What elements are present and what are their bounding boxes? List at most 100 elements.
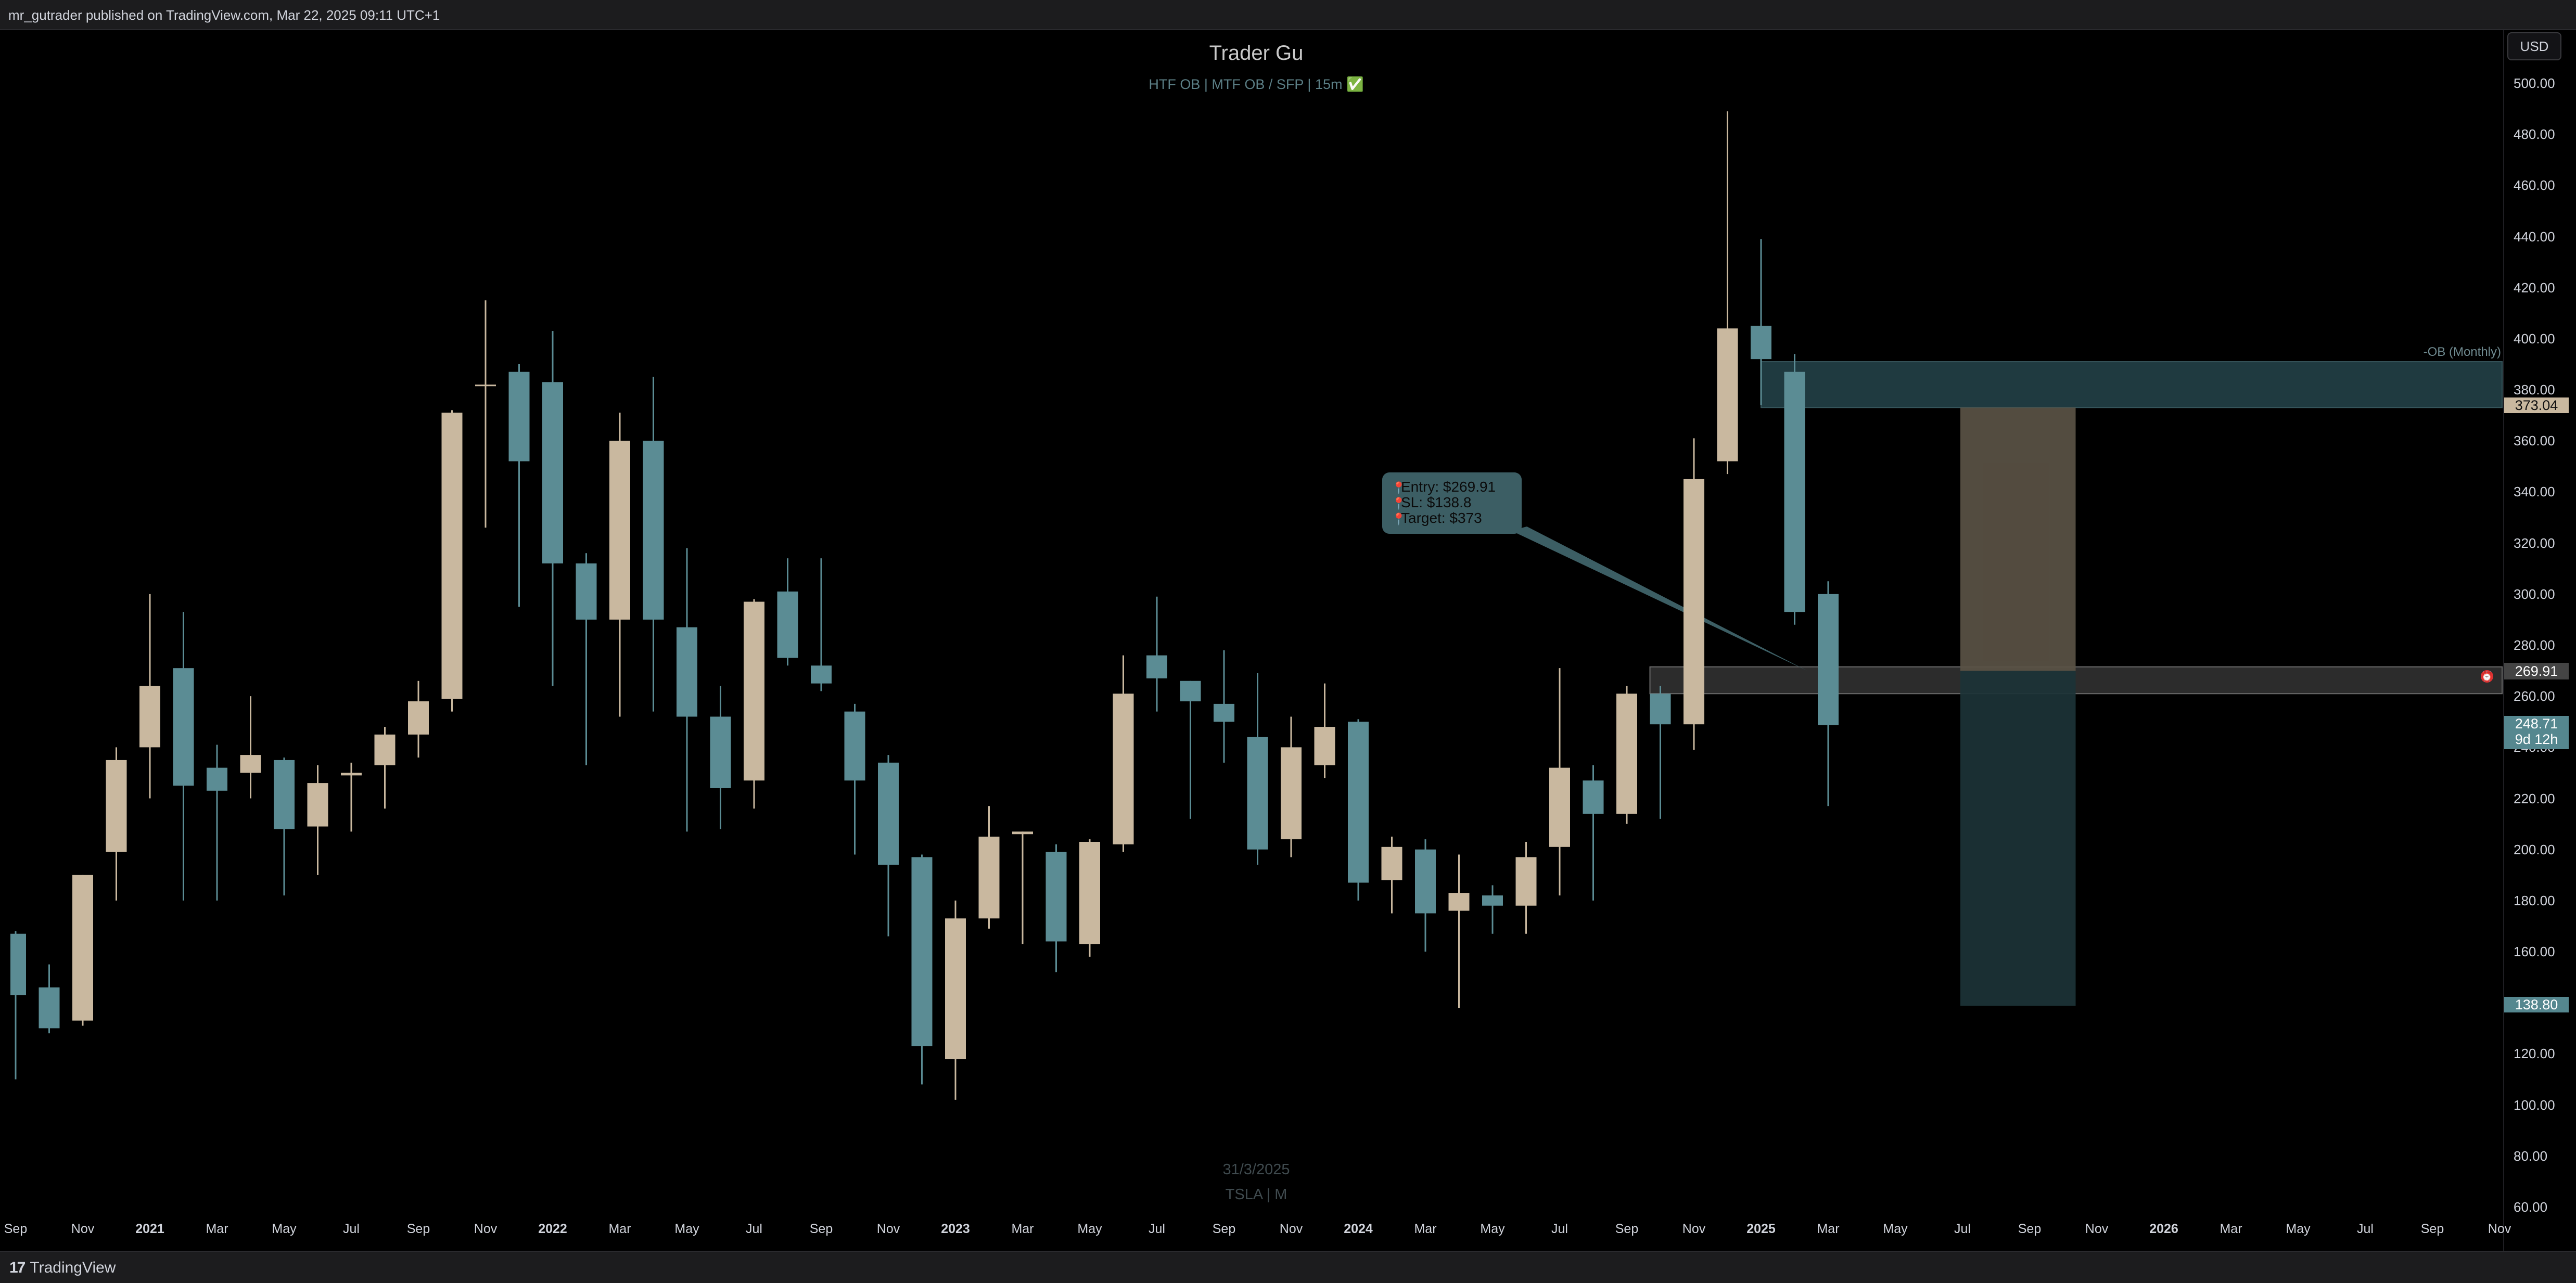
callout-target: Target: $373: [1401, 510, 1482, 526]
candle-body: [1146, 655, 1167, 678]
candle-body: [811, 665, 832, 684]
time-tick-label: 2025: [1746, 1222, 1776, 1236]
candle-body: [1684, 479, 1704, 725]
price-tick-label: 120.00: [2514, 1046, 2555, 1062]
candle-body: [39, 987, 60, 1029]
candle-body: [1482, 895, 1503, 906]
chart-area[interactable]: [5, 30, 2503, 1251]
chart-title: Trader Gu: [1209, 42, 1304, 65]
time-tick-label: May: [1883, 1222, 1908, 1236]
price-tick-label: 160.00: [2514, 944, 2555, 960]
price-tick-label: 200.00: [2514, 841, 2555, 857]
callout-sl: SL: $138.8: [1401, 494, 1472, 510]
time-tick-label: Jul: [1954, 1222, 1971, 1236]
candle-body: [1549, 767, 1570, 847]
callout-pointer: [1511, 527, 1807, 671]
tradingview-logo-icon: 17: [9, 1259, 25, 1276]
candle-body: [173, 668, 194, 786]
time-tick-label: 2024: [1344, 1222, 1373, 1236]
candle-body: [777, 591, 798, 658]
candle-body: [1113, 694, 1134, 844]
candle-body: [1045, 852, 1067, 942]
time-tick-label: 2022: [538, 1222, 567, 1236]
time-tick-label: Mar: [206, 1222, 228, 1236]
alert-icon[interactable]: ⏰: [2481, 670, 2493, 683]
time-tick-label: Mar: [608, 1222, 631, 1236]
candle-body: [844, 711, 865, 781]
price-tick-label: 500.00: [2514, 75, 2555, 91]
candle-body: [106, 760, 127, 852]
price-tag-target: 373.04: [2504, 397, 2569, 413]
time-tick-label: Nov: [2488, 1222, 2511, 1236]
candle-body: [307, 783, 328, 827]
candle-body: [1079, 842, 1100, 944]
tradingview-brand[interactable]: 17 TradingView: [9, 1259, 116, 1277]
candle-body: [508, 371, 530, 461]
candle-body: [744, 601, 764, 781]
pin-icon: 📍: [1392, 497, 1406, 510]
candlestick-chart[interactable]: [5, 30, 2503, 1251]
brand-name: TradingView: [30, 1259, 116, 1276]
time-tick-label: Sep: [2420, 1222, 2444, 1236]
candle-body: [72, 875, 93, 1021]
candle-body: [1281, 747, 1302, 840]
price-tick-label: 480.00: [2514, 126, 2555, 143]
publisher-bar: mr_gutrader published on TradingView.com…: [0, 0, 2576, 30]
callout-entry: Entry: $269.91: [1401, 479, 1496, 495]
pin-icon: 📍: [1392, 481, 1406, 494]
time-tick-label: Sep: [1212, 1222, 1236, 1236]
time-tick-label: Sep: [809, 1222, 833, 1236]
ob-zone: [1761, 361, 2503, 408]
time-tick-label: May: [272, 1222, 297, 1236]
chart-subtitle: HTF OB | MTF OB / SFP | 15m ✅: [1149, 76, 1364, 92]
price-tick-label: 460.00: [2514, 177, 2555, 194]
time-tick-label: Nov: [1682, 1222, 1706, 1236]
candle-body: [341, 773, 362, 776]
price-tick-label: 420.00: [2514, 279, 2555, 296]
time-tick-label: 2026: [2149, 1222, 2178, 1236]
candle-body: [1448, 893, 1470, 911]
candle-body: [710, 716, 731, 788]
time-tick-label: May: [1077, 1222, 1102, 1236]
time-tick-label: May: [1480, 1222, 1505, 1236]
candle-body: [1247, 737, 1268, 850]
candle-body: [542, 382, 563, 563]
price-tick-label: 400.00: [2514, 330, 2555, 347]
candle-body: [207, 767, 227, 791]
price-axis[interactable]: [2503, 30, 2576, 1251]
currency-button[interactable]: USD: [2507, 32, 2561, 60]
candle-body: [139, 686, 160, 748]
candle-body: [1012, 831, 1033, 835]
time-tick-label: Mar: [1011, 1222, 1034, 1236]
price-tick-label: 340.00: [2514, 484, 2555, 500]
time-tick-label: Sep: [2018, 1222, 2042, 1236]
time-tick-label: Jul: [1551, 1222, 1568, 1236]
candle-body: [1616, 694, 1637, 814]
price-tick-label: 180.00: [2514, 892, 2555, 908]
bar-countdown: 9d 12h: [2515, 732, 2558, 747]
candle-body: [274, 760, 295, 829]
candle-body: [374, 734, 396, 765]
candle-body: [408, 701, 429, 735]
time-tick-label: 2023: [941, 1222, 970, 1236]
candle-body: [1214, 703, 1234, 722]
candle-body: [911, 857, 933, 1046]
price-tag-entry: 269.91: [2504, 663, 2569, 679]
candle-body: [609, 441, 630, 620]
time-tick-label: Mar: [1414, 1222, 1437, 1236]
time-tick-label: 2021: [135, 1222, 164, 1236]
time-tick-label: Jul: [746, 1222, 762, 1236]
price-tick-label: 360.00: [2514, 433, 2555, 449]
publisher-text: mr_gutrader published on TradingView.com…: [8, 7, 440, 23]
time-tick-label: May: [2286, 1222, 2311, 1236]
footer-bar: 17 TradingView: [0, 1251, 2576, 1283]
candle-body: [576, 563, 597, 620]
time-tick-label: Jul: [1149, 1222, 1165, 1236]
trade-callout[interactable]: 📍Entry: $269.91 📍SL: $138.8 📍Target: $37…: [1382, 472, 1522, 534]
time-tick-label: Sep: [4, 1222, 28, 1236]
target-box: [1960, 407, 2076, 671]
candle-body: [1583, 780, 1604, 814]
candle-body: [1751, 326, 1771, 360]
price-tick-label: 80.00: [2514, 1148, 2548, 1164]
time-tick-label: Jul: [2357, 1222, 2374, 1236]
